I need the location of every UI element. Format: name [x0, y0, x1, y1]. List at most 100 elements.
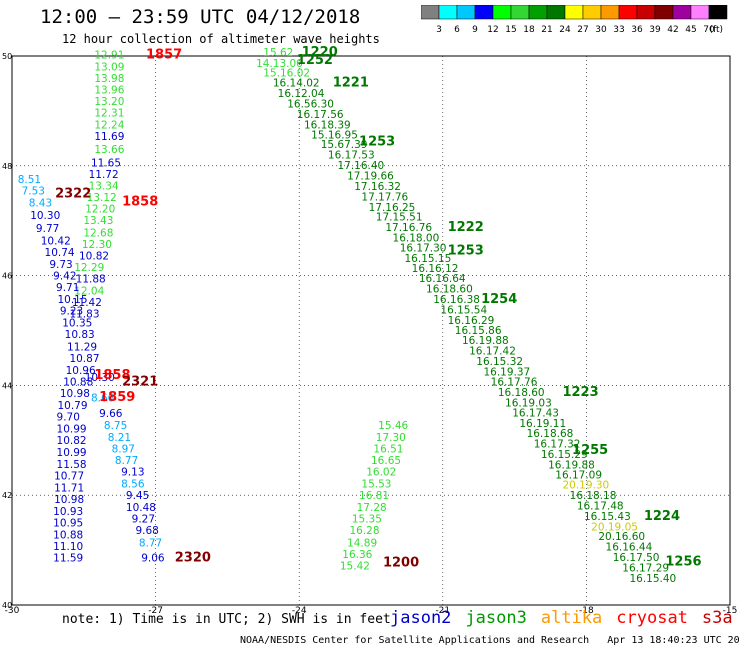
time-label: 1224	[644, 509, 680, 524]
wave-height-label: 15.16.95	[311, 129, 358, 141]
legend-altika: altika	[540, 608, 603, 628]
wave-height-label: 16.19.03	[505, 397, 552, 409]
wave-height-label: 16.16.44	[606, 542, 653, 554]
time-label: 1222	[448, 220, 484, 235]
wave-height-label: 10.83	[65, 329, 95, 341]
wave-height-label: 9.77	[36, 223, 59, 235]
wave-height-label: 16.17.30	[400, 242, 447, 254]
wave-height-label: 9.06	[141, 553, 165, 565]
time-label: 1253	[359, 134, 395, 149]
wave-height-label: 10.77	[54, 470, 84, 482]
wave-height-label: 16.15.54	[440, 304, 487, 316]
wave-height-label: 16.16.64	[419, 273, 466, 285]
wave-height-label: 16.02	[366, 466, 396, 478]
wave-height-label: 16.17.42	[469, 346, 516, 358]
wave-height-label: 17.16.40	[337, 160, 384, 172]
wave-height-label: 16.17.09	[555, 470, 602, 482]
time-label: 1220	[302, 45, 338, 60]
wave-height-label: 16.18.60	[498, 387, 545, 399]
wave-height-label: 10.15	[57, 294, 87, 306]
lon-tick-label: -24	[292, 606, 307, 616]
time-label: 1221	[333, 76, 369, 91]
wave-height-label: 11.72	[89, 169, 119, 181]
wave-height-label: 10.79	[57, 400, 87, 412]
lat-tick-label: 40	[2, 601, 12, 610]
color-bin-label: 21	[541, 25, 552, 34]
color-bin-label: 3	[436, 25, 442, 34]
time-label: 2320	[175, 551, 211, 566]
wave-height-label: 11.59	[53, 553, 83, 565]
time-label: 1256	[665, 554, 701, 569]
wave-height-label: 16.16.29	[448, 315, 495, 327]
wave-height-label: 17.16.76	[385, 222, 432, 234]
wave-height-label: 17.28	[357, 502, 387, 514]
wave-height-label: 12.30	[82, 239, 112, 251]
wave-height-label: 17.19.66	[347, 171, 394, 183]
wave-height-label: 13.66	[94, 144, 124, 156]
wave-height-label: 10.95	[53, 517, 83, 529]
time-label: 1858	[122, 194, 158, 209]
wave-height-label: 13.09	[94, 61, 124, 73]
wave-height-label: 10.74	[45, 247, 75, 259]
wave-height-label: 12.91	[94, 50, 124, 62]
wave-height-label: 16.19.88	[462, 335, 509, 347]
wave-height-label: 16.51	[373, 443, 403, 455]
color-bin	[708, 5, 728, 20]
time-label: 1857	[146, 48, 182, 63]
wave-height-label: 10.99	[57, 447, 87, 459]
wave-height-label: 16.15.32	[476, 356, 523, 368]
wave-height-label: 10.98	[54, 494, 84, 506]
wave-height-label: 16.19.88	[548, 459, 595, 471]
wave-height-label: 8.77	[115, 455, 138, 467]
lat-tick-label: 48	[2, 162, 12, 171]
wave-height-label: 12.31	[94, 107, 124, 119]
wave-height-label: 16.15.29	[541, 449, 588, 461]
time-label: 2321	[122, 374, 158, 389]
wave-height-label: 10.30	[85, 372, 115, 384]
wave-height-label: 8.43	[29, 197, 52, 209]
wave-height-label: 15.46	[378, 420, 408, 432]
unit-label: (ft)	[709, 25, 723, 34]
time-label: 1252	[297, 53, 333, 68]
wave-height-label: 15.16.02	[263, 67, 310, 79]
wave-height-label: 11.88	[76, 274, 106, 286]
color-bin-label: 45	[685, 25, 696, 34]
wave-height-label: 10.88	[63, 376, 93, 388]
wave-height-label: 10.99	[57, 424, 87, 436]
wave-height-label: 16.18.18	[570, 490, 617, 502]
lon-tick-label: -15	[723, 606, 738, 616]
footnote: note: 1) Time is in UTC; 2) SWH is in fe…	[62, 612, 391, 627]
wave-height-label: 9.23	[60, 306, 83, 318]
color-bin-label: 27	[577, 25, 588, 34]
wave-height-label: 13.34	[89, 180, 119, 192]
wave-height-label: 9.71	[56, 282, 79, 294]
wave-height-label: 16.15.43	[584, 511, 631, 523]
wave-height-label: 12.68	[83, 228, 113, 240]
wave-height-label: 17.17.76	[361, 191, 408, 203]
color-bin-label: 9	[472, 25, 478, 34]
wave-height-label: 11.71	[54, 482, 84, 494]
wave-height-label: 16.65	[371, 455, 401, 467]
wave-height-label: 11.29	[67, 341, 97, 353]
wave-height-label: 10.93	[53, 506, 83, 518]
wave-height-label: 14.13.00	[256, 58, 303, 70]
color-bin-label: 70	[703, 25, 715, 34]
wave-height-label: 8.51	[18, 174, 41, 186]
wave-height-label: 16.18.00	[393, 233, 440, 245]
wave-height-label: 16.12.04	[278, 88, 325, 100]
wave-height-label: 11.10	[53, 541, 83, 553]
color-bin-label: 33	[613, 25, 624, 34]
time-label: 2322	[55, 187, 91, 202]
wave-height-label: 10.35	[62, 318, 92, 330]
wave-height-label: 8.97	[112, 443, 135, 455]
wave-height-label: 16.18.68	[527, 428, 574, 440]
wave-height-label: 16.16.12	[412, 263, 459, 275]
map-subtitle: 12 hour collection of altimeter wave hei…	[62, 32, 380, 46]
wave-height-label: 9.13	[121, 466, 144, 478]
lat-tick-label: 50	[2, 52, 12, 61]
wave-height-label: 11.42	[72, 297, 102, 309]
wave-height-label: 16.17.43	[512, 408, 559, 420]
wave-height-label: 16.19.11	[519, 418, 566, 430]
wave-height-label: 13.20	[94, 96, 124, 108]
wave-height-label: 8.75	[104, 420, 127, 432]
